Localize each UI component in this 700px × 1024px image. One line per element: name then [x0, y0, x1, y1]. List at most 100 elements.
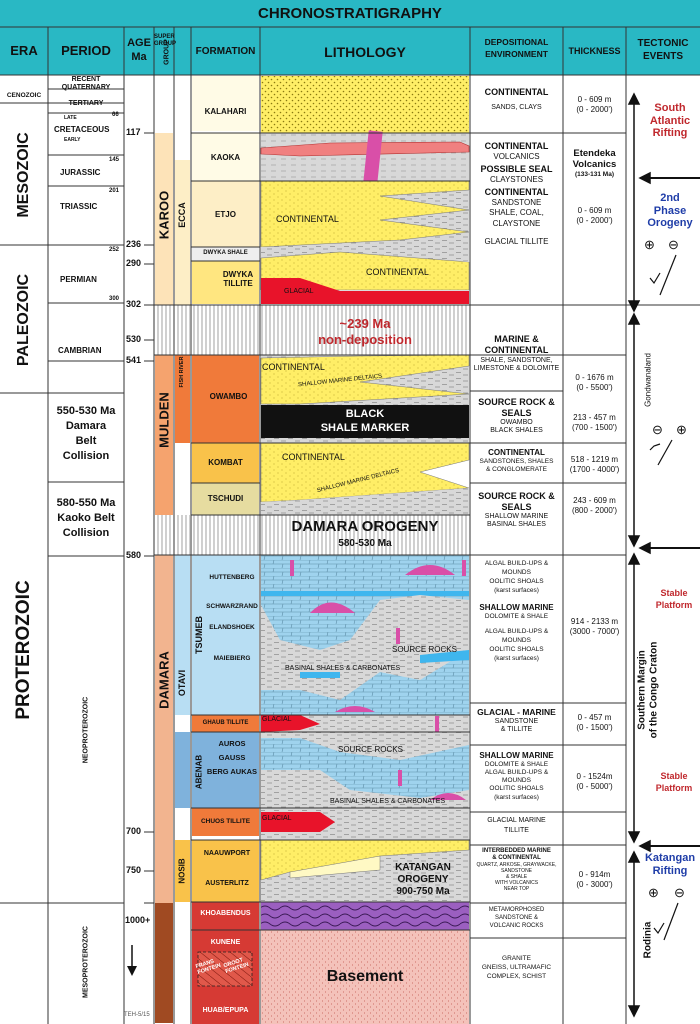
env-13-line3: COMPLEX, SCHIST: [486, 972, 547, 980]
env-8: GLACIAL - MARINE SANDSTONE & TILLITE: [470, 707, 563, 735]
env-3: MARINE & CONTINENTAL SHALE, SANDSTONE, L…: [470, 334, 563, 374]
tectonic-katangan-rifting: Katangan Rifting: [640, 852, 700, 877]
sp2-line1: Stable: [660, 771, 688, 781]
tectonic-minus-3: ⊖: [674, 885, 685, 900]
sar-line3: Rifting: [652, 127, 688, 140]
formation-kaoka: KAOKA: [210, 153, 241, 162]
thickness-7: 243 - 609 m (800 - 2000'): [563, 496, 626, 517]
env-7: ALGAL BUILD-UPS & MOUNDS OOLITIC SHOALS …: [470, 560, 563, 664]
non-deposition-line1: ~239 Ma: [339, 316, 391, 331]
footer-code: TEH-5/15: [124, 1012, 150, 1018]
era-proterozoic: PROTEROZOIC: [13, 580, 34, 720]
kaoko-collision-line1: 580-550 Ma: [56, 497, 116, 509]
header-group: GROUP: [163, 39, 171, 65]
env-2-line3: POSSIBLE SEAL: [480, 163, 553, 174]
kr-line2: Rifting: [652, 864, 688, 877]
env-12-line3: VOLCANIC ROCKS: [489, 922, 544, 929]
env-5: CONTINENTAL SANDSTONES, SHALES & CONGLOM…: [470, 448, 563, 474]
kaoko-collision-line2: Kaoko Belt: [57, 511, 115, 524]
period-age-252: 252: [109, 247, 120, 253]
supergroup-damara: DAMARA: [156, 651, 172, 709]
env-12-line2: SANDSTONE &: [495, 914, 538, 921]
period-tertiary: TERTIARY: [68, 100, 104, 107]
thickness-4: 0 - 1676 m (0 - 5500'): [563, 373, 626, 394]
thickness-8: 914 - 2133 m (3000 - 7000'): [563, 617, 626, 638]
env-11-line1: INTERBEDDED MARINE: [482, 848, 551, 854]
tectonic-stable-platform-1: Stable Platform: [648, 588, 700, 611]
formation-austerlitz: AUSTERLITZ: [205, 880, 249, 887]
kaoko-collision-line3: Collision: [62, 526, 110, 539]
formation-nauuwport: NAAUWPORT: [203, 850, 251, 857]
env-10-line1: GLACIAL MARINE: [487, 817, 546, 824]
env-9-line5: OOLITIC SHOALS: [489, 785, 544, 793]
formation-huttenberg: HUTTENBERG: [209, 574, 255, 581]
env-2-line2: VOLCANICS: [493, 152, 540, 162]
damara-collision-line3: Belt: [75, 434, 97, 447]
non-deposition-line2: non-deposition: [318, 331, 412, 347]
age-1000-plus: 1000+: [125, 915, 151, 925]
formation-elandshoek: ELANDSHOEK: [209, 624, 255, 631]
group-tsumeb: TSUMEB: [194, 616, 204, 654]
env-11-line5: & SHALE: [505, 874, 528, 881]
litho-continental-4: CONTINENTAL: [282, 452, 345, 462]
period-jurassic: JURASSIC: [60, 168, 101, 177]
thickness-2-line3: (133-131 Ma): [574, 170, 615, 178]
litho-black-shale-marker: BLACK SHALE MARKER: [261, 408, 469, 436]
damara-collision-line2: Damara: [65, 419, 107, 432]
env-2-line4: CLAYSTONES: [489, 174, 544, 184]
litho-damara-orogeny: DAMARA OROGENY: [291, 518, 439, 535]
env-11-line4: SANDSTONE: [500, 868, 533, 875]
header-age-line1: AGE: [127, 37, 151, 49]
env-2-line9: GLACIAL TILLITE: [484, 236, 549, 246]
header-tectonic-line2: EVENTS: [642, 51, 683, 62]
env-3-line1: MARINE &: [494, 334, 539, 344]
env-13-line2: GNEISS, ULTRAMAFIC: [481, 963, 552, 971]
group-fish-river: FISH RIVER: [179, 356, 185, 388]
era-mesoproterozoic: MESOPROTEROZOIC: [82, 926, 90, 998]
era-paleozoic: PALEOZOIC: [15, 273, 32, 367]
tectonic-south-atlantic-rifting: South Atlantic Rifting: [640, 102, 700, 140]
thickness-10-line1: 0 - 1524m: [576, 772, 613, 781]
header-band: [0, 0, 700, 75]
thickness-10-line2: (0 - 5000'): [576, 782, 613, 792]
period-age-201: 201: [109, 188, 120, 194]
period-age-66: 66: [112, 112, 119, 118]
period-late: LATE: [64, 115, 77, 121]
header-formation: FORMATION: [195, 46, 256, 57]
header-tectonic-line1: TECTONIC: [637, 38, 689, 49]
age-700: 700: [126, 826, 142, 836]
formation-ghaub-tillite: GHAUB TILLITE: [202, 720, 249, 726]
sp1-line2: Platform: [655, 599, 693, 610]
thickness-4-line2: (0 - 5500'): [576, 383, 613, 393]
kr-line1: Katangan: [644, 852, 696, 864]
env-4-line3: OWAMBO: [500, 418, 533, 426]
formation-schwarzrand: SCHWARZRAND: [206, 603, 258, 610]
header-lithology: LITHOLOGY: [324, 44, 406, 60]
formation-huab-epupa: HUAB/EPUPA: [202, 1007, 249, 1014]
env-7-line5: SHALLOW MARINE: [479, 602, 554, 612]
katangan-line1: KATANGAN: [395, 862, 451, 873]
env-6-line2: SEALS: [501, 501, 532, 512]
period-permian: PERMIAN: [60, 275, 97, 284]
env-4-line2: SEALS: [501, 407, 532, 418]
header-thickness: THICKNESS: [568, 46, 621, 56]
damara-collision-line1: 550-530 Ma: [56, 405, 116, 417]
spo-line1: 2nd: [660, 192, 680, 204]
formation-kunene: KUNENE: [210, 939, 241, 946]
env-7-line7: ALGAL BUILD-UPS &: [484, 627, 549, 635]
header-supergroup: SUPER GROUP: [154, 34, 177, 47]
congo-line1: Southern Margin: [636, 650, 648, 730]
env-6-line3: SHALLOW MARINE: [484, 512, 549, 520]
header-age-line2: Ma: [131, 51, 147, 63]
env-12: METAMORPHOSED SANDSTONE & VOLCANIC ROCKS: [470, 907, 563, 930]
env-9-line4: MOUNDS: [502, 777, 531, 785]
thickness-3-line2: (0 - 2000'): [576, 216, 613, 226]
period-recent-quaternary: RECENT QUATERNARY: [61, 76, 111, 91]
env-4: SOURCE ROCK & SEALS OWAMBO BLACK SHALES: [470, 397, 563, 435]
formation-gauss: GAUSS: [218, 753, 246, 762]
period-age-300: 300: [109, 296, 120, 302]
thickness-2: Etendeka Volcanics (133-131 Ma): [563, 148, 626, 179]
env-4-line1: SOURCE ROCK &: [478, 397, 555, 407]
env-6-line4: BASINAL SHALES: [487, 520, 546, 528]
